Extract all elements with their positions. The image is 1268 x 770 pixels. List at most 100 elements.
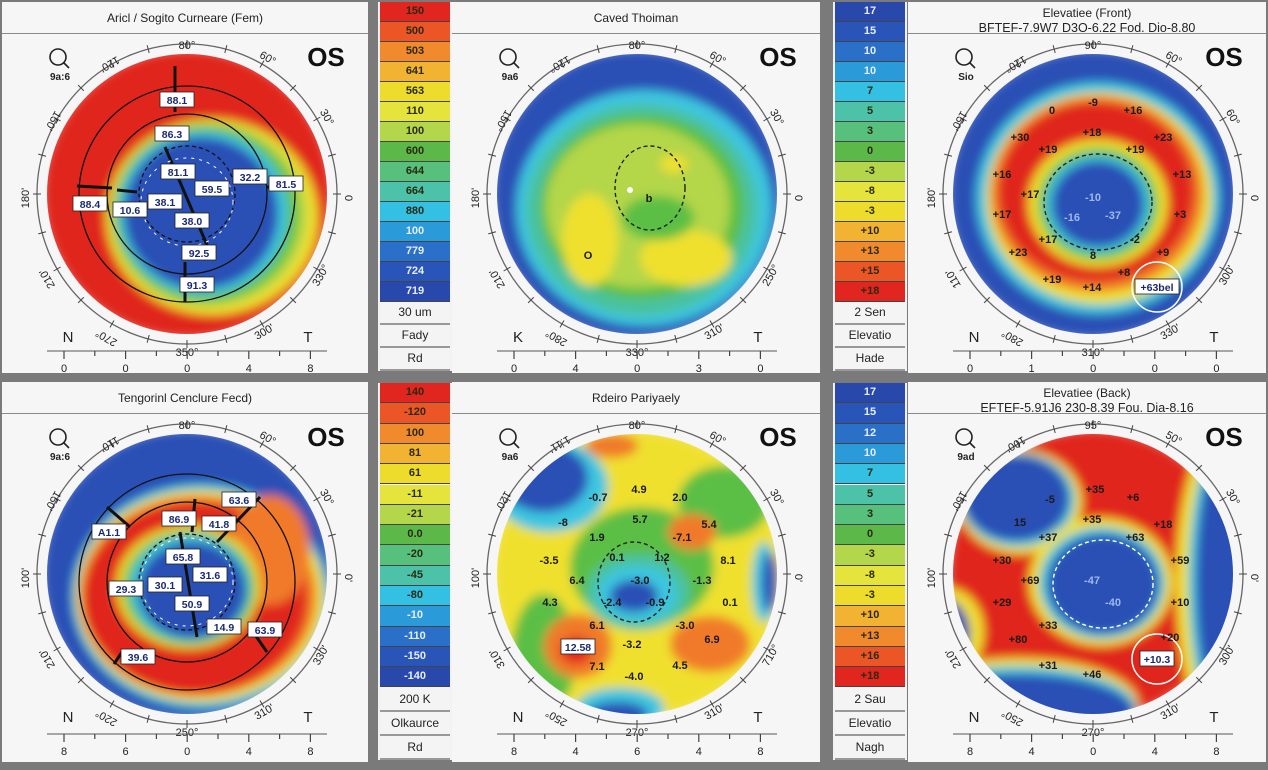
degree-tick bbox=[289, 464, 297, 472]
map-value-label: +63 bbox=[1126, 532, 1145, 544]
map-value-label: -40 bbox=[1105, 597, 1121, 609]
legend-step: -120 bbox=[380, 403, 450, 424]
map-value-label: +29 bbox=[993, 597, 1012, 609]
nasal-label: K bbox=[513, 329, 523, 346]
map-value-label: 32.2 bbox=[240, 172, 261, 184]
pupil-outline bbox=[1043, 153, 1153, 251]
value-box bbox=[1134, 278, 1180, 295]
scale-label: 9a6 bbox=[502, 72, 519, 83]
degree-tick bbox=[763, 646, 771, 652]
degree-tick bbox=[224, 714, 228, 723]
degree-label: 80° bbox=[179, 40, 196, 52]
map-value-label: 63.6 bbox=[229, 495, 250, 507]
value-box bbox=[1139, 650, 1175, 667]
thinnest-point-circle bbox=[1131, 633, 1183, 685]
degree-tick bbox=[38, 153, 47, 157]
legend-step: 61 bbox=[380, 464, 450, 485]
pupil-outline bbox=[1052, 539, 1154, 629]
magnifier-icon[interactable] bbox=[955, 428, 976, 449]
color-scale-legend: 17 15 12 10 7 5 3 0 -3 -8 -3 +10 +13 +16 +18 2 Sau Eleva… bbox=[833, 383, 907, 760]
legend-step: 641 bbox=[380, 62, 450, 82]
legend-map-type[interactable]: Elevatio bbox=[835, 325, 905, 348]
degree-label: 150' bbox=[948, 109, 969, 133]
degree-label: 0' bbox=[792, 574, 804, 582]
degree-tick bbox=[503, 646, 511, 652]
map-value-label: +23 bbox=[1009, 247, 1028, 259]
value-box bbox=[160, 163, 196, 180]
legend-map-type[interactable]: Elevatio bbox=[835, 711, 905, 736]
degree-label: 80° bbox=[629, 420, 646, 432]
degree-tick bbox=[109, 60, 115, 68]
degree-tick bbox=[1015, 440, 1021, 448]
map-value-label: 1.2 bbox=[654, 552, 669, 564]
degree-tick bbox=[146, 45, 150, 54]
zone-ring bbox=[138, 145, 236, 243]
legend-map-type[interactable]: Olkaurce bbox=[380, 711, 450, 736]
degree-label: 80° bbox=[179, 420, 196, 432]
degree-label: 280° bbox=[1000, 327, 1026, 349]
map-value-label: -0.9 bbox=[646, 597, 665, 609]
degree-tick bbox=[596, 425, 600, 434]
degree-tick bbox=[146, 714, 150, 723]
legend-palette[interactable]: Nagh bbox=[835, 735, 905, 760]
degree-tick bbox=[959, 496, 967, 502]
ruler-label: 4 bbox=[696, 746, 702, 758]
color-region bbox=[640, 230, 732, 286]
legend-palette[interactable]: Rd bbox=[380, 735, 450, 760]
degree-tick bbox=[1219, 266, 1227, 272]
degree-label: 220° bbox=[94, 707, 120, 729]
map-value-label: -16 bbox=[1064, 212, 1080, 224]
magnifier-icon[interactable] bbox=[499, 48, 520, 69]
map-value-label: -8 bbox=[558, 517, 568, 529]
degree-tick bbox=[1219, 116, 1227, 122]
value-box bbox=[181, 244, 217, 261]
corneal-map: 80°1.11'120'100'310'250°270°310'710°0'30… bbox=[470, 420, 804, 758]
thinnest-point-circle bbox=[1131, 261, 1183, 313]
degree-label: 60° bbox=[257, 49, 277, 68]
pupil-outline bbox=[597, 541, 671, 623]
degree-tick bbox=[983, 676, 991, 684]
legend-step-size[interactable]: 30 um bbox=[380, 302, 450, 325]
degree-tick bbox=[503, 266, 511, 272]
legend-step: 3 bbox=[835, 504, 905, 526]
map-value-label: 81.1 bbox=[168, 167, 189, 179]
magnifier-icon[interactable] bbox=[49, 48, 70, 69]
legend-step: 15 bbox=[835, 22, 905, 42]
value-box bbox=[165, 548, 201, 565]
ruler-label: 4 bbox=[1029, 746, 1035, 758]
legend-step: -8 bbox=[835, 565, 905, 586]
legend-palette[interactable]: Hade bbox=[835, 348, 905, 371]
degree-tick bbox=[527, 84, 535, 92]
legend-step: -45 bbox=[380, 565, 450, 586]
magnifier-icon[interactable] bbox=[955, 48, 976, 69]
legend-step: 100 bbox=[380, 423, 450, 444]
legend-step: 110 bbox=[380, 102, 450, 122]
map-value-label: +3 bbox=[1174, 209, 1187, 221]
legend-palette[interactable]: Rd bbox=[380, 348, 450, 371]
degree-label: 120' bbox=[492, 489, 513, 513]
degree-tick bbox=[983, 464, 991, 472]
map-value-label: +8 bbox=[1118, 267, 1131, 279]
value-box bbox=[147, 576, 183, 593]
map-value-label: -0.7 bbox=[589, 492, 608, 504]
degree-tick bbox=[53, 646, 61, 652]
map-value-label: +17 bbox=[1021, 189, 1040, 201]
degree-tick bbox=[777, 153, 786, 157]
legend-step: -10 bbox=[380, 606, 450, 627]
magnifier-icon[interactable] bbox=[49, 428, 70, 449]
legend-step-size[interactable]: 2 Sau bbox=[835, 687, 905, 712]
degree-label: 80° bbox=[629, 40, 646, 52]
magnifier-icon[interactable] bbox=[499, 428, 520, 449]
ruler-label: 8 bbox=[967, 746, 973, 758]
ruler-label: 8 bbox=[757, 746, 763, 758]
value-box bbox=[174, 212, 210, 229]
legend-map-type[interactable]: Fady bbox=[380, 325, 450, 348]
value-box bbox=[159, 91, 195, 108]
legend-step-size[interactable]: 200 K bbox=[380, 687, 450, 712]
degree-tick bbox=[763, 266, 771, 272]
legend-step: 100 bbox=[380, 222, 450, 242]
legend-step-size[interactable]: 2 Sen bbox=[835, 302, 905, 325]
legend-step: 664 bbox=[380, 182, 450, 202]
legend-step: +13 bbox=[835, 242, 905, 262]
degree-tick bbox=[959, 266, 967, 272]
